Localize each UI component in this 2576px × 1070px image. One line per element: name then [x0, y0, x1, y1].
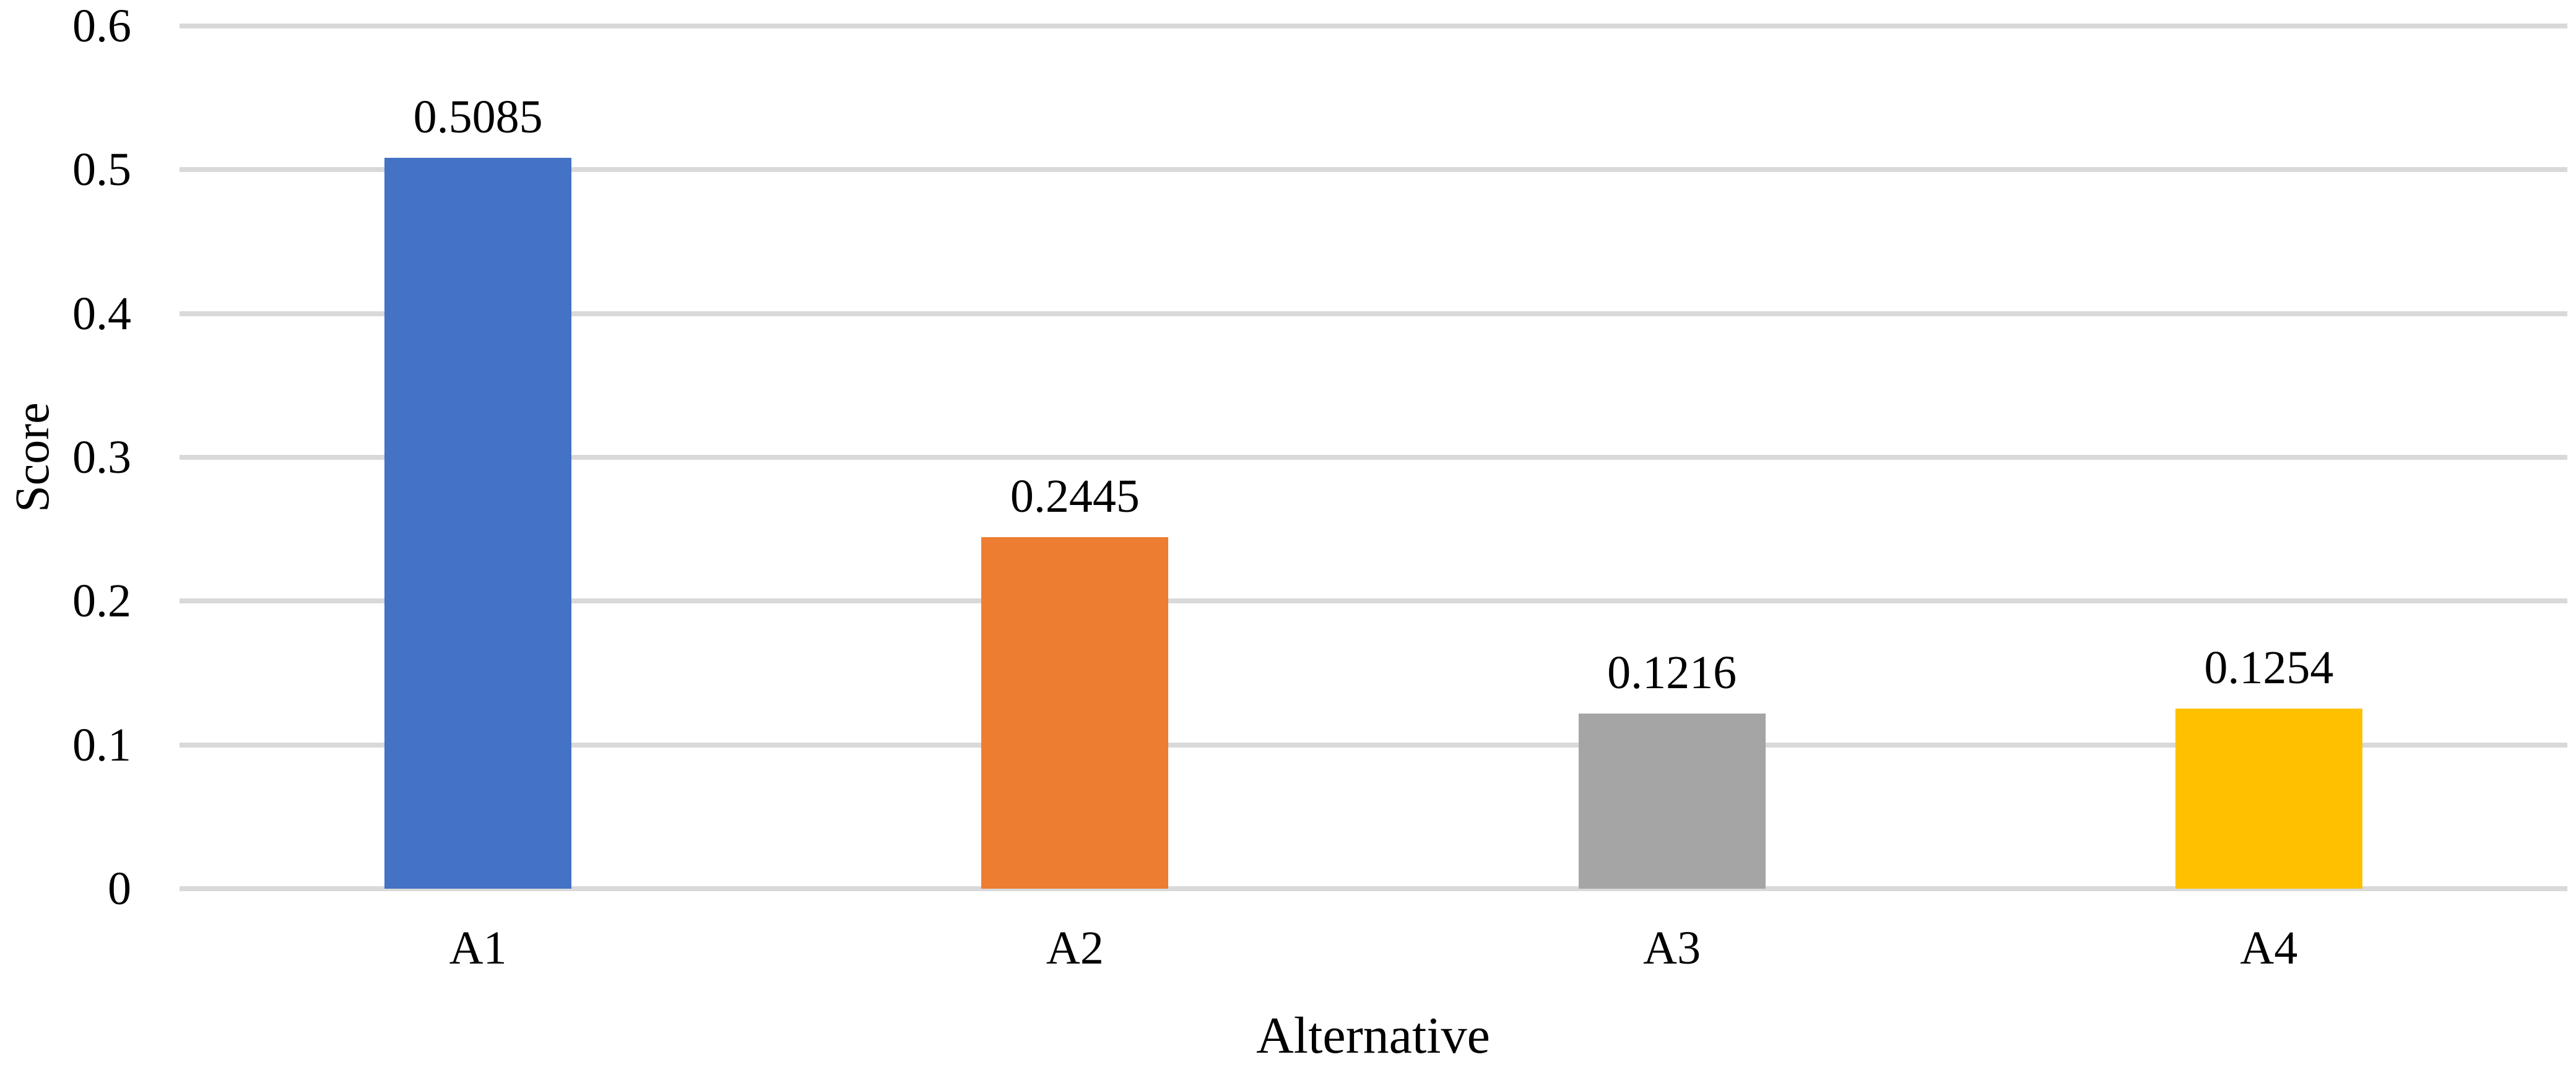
gridline	[180, 167, 2567, 173]
gridline	[180, 598, 2567, 604]
y-axis-tick-label: 0	[108, 863, 131, 915]
x-axis-tick-label-a2: A2	[1046, 922, 1104, 974]
y-axis-tick-label: 0.3	[72, 431, 131, 483]
y-axis-tick-label: 0.5	[72, 144, 131, 196]
y-axis-tick-label: 0.6	[72, 0, 131, 52]
x-axis-tick-label-a1: A1	[449, 922, 507, 974]
bar-a3	[1578, 714, 1766, 889]
y-axis-tick-label: 0.2	[72, 575, 131, 628]
x-axis-labels: A1 A2 A3 A4	[180, 925, 2567, 980]
bar-a4	[2175, 708, 2362, 889]
y-axis-tick-label: 0.1	[72, 718, 131, 771]
bar-a1	[384, 157, 572, 889]
gridline	[180, 886, 2567, 891]
gridline	[180, 24, 2567, 28]
x-axis-tick-label-a3: A3	[1643, 922, 1701, 974]
gridline	[180, 742, 2567, 748]
x-axis-title: Alternative	[1256, 1007, 1490, 1064]
data-label-a4: 0.1254	[2204, 641, 2334, 694]
gridline	[180, 455, 2567, 460]
data-label-a1: 0.5085	[413, 90, 543, 143]
bar-a2	[981, 537, 1169, 889]
data-label-a3: 0.1216	[1607, 647, 1737, 699]
gridline	[180, 311, 2567, 316]
y-axis-tick-label: 0.4	[72, 287, 131, 340]
x-axis-tick-label-a4: A4	[2240, 922, 2298, 974]
data-label-a2: 0.2445	[1010, 470, 1140, 522]
plot-area: 0.5085 0.2445 0.1216 0.1254	[180, 24, 2567, 891]
